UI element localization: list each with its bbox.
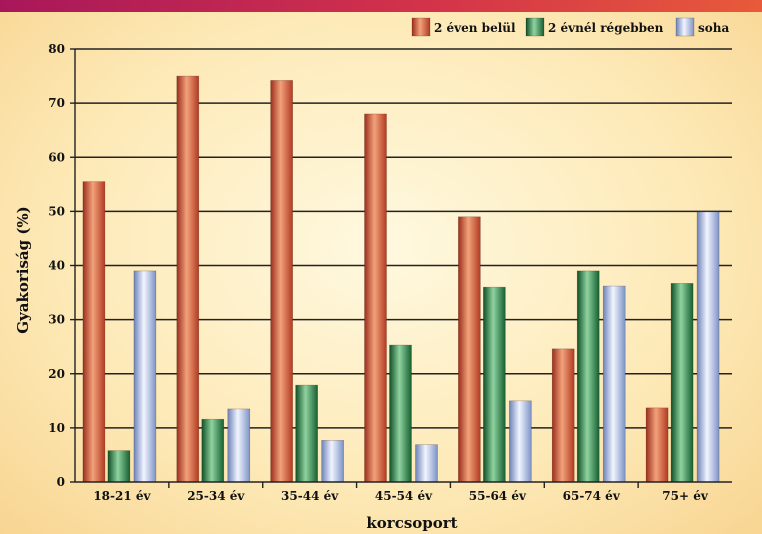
bar-soha-4 (509, 400, 532, 483)
bar-2-évnél-régebben-4 (483, 286, 506, 483)
x-tick-label: 65-74 év (563, 489, 621, 503)
bar-2-éven-belül-0 (82, 181, 106, 483)
x-tick-label: 25-34 év (187, 489, 245, 503)
bar-2-éven-belül-4 (458, 216, 481, 483)
bar-2-évnél-régebben-0 (107, 450, 131, 483)
y-tick-label: 80 (48, 42, 65, 56)
bar-soha-1 (227, 408, 251, 483)
y-axis-title: Gyakoriság (%) (14, 206, 32, 334)
chart-panel: 0 10 20 30 40 50 60 70 80 18-21 év 25-34 év 35-44 é… (0, 12, 762, 534)
x-tick-label: 55-64 év (469, 489, 527, 503)
legend-label: 2 évnél régebben (548, 21, 664, 35)
y-tick-label: 0 (57, 475, 65, 489)
y-tick-label: 70 (48, 96, 65, 110)
axes: 0 10 20 30 40 50 60 70 80 18-21 év 25-34 év 35-44 é… (48, 42, 732, 503)
y-tick-label: 60 (48, 150, 65, 164)
bar-2-éven-belül-5 (551, 348, 575, 483)
bar-2-évnél-régebben-2 (295, 384, 318, 483)
bar-2-éven-belül-1 (176, 75, 200, 483)
legend: 2 éven belül 2 évnél régebben soha (411, 17, 729, 37)
legend-swatch (675, 17, 695, 37)
bar-soha-3 (415, 444, 438, 483)
bar-soha-6 (696, 211, 720, 483)
bar-chart: 0 10 20 30 40 50 60 70 80 18-21 év 25-34 év 35-44 é… (14, 17, 732, 532)
legend-label: soha (698, 21, 729, 35)
bar-2-évnél-régebben-5 (576, 270, 600, 483)
x-tick-label: 45-54 év (375, 489, 433, 503)
bar-2-évnél-régebben-1 (201, 418, 225, 483)
bar-2-éven-belül-3 (364, 113, 387, 483)
bar-2-évnél-régebben-3 (389, 344, 412, 483)
x-tick-label: 35-44 év (281, 489, 339, 503)
bar-2-éven-belül-2 (270, 80, 293, 483)
x-tick-label: 75+ év (662, 489, 709, 503)
y-tick-label: 40 (48, 259, 65, 273)
bar-soha-0 (133, 270, 157, 483)
bar-2-éven-belül-6 (645, 407, 669, 483)
bar-2-évnél-régebben-6 (670, 283, 694, 483)
legend-swatch (411, 17, 431, 37)
legend-swatch (525, 17, 545, 37)
bar-soha-2 (321, 440, 344, 483)
bars (82, 75, 720, 483)
legend-label: 2 éven belül (434, 21, 516, 35)
y-tick-label: 50 (48, 204, 65, 218)
x-tick-label: 18-21 év (93, 489, 151, 503)
y-tick-label: 10 (48, 421, 65, 435)
y-tick-label: 20 (48, 367, 65, 381)
x-axis-title: korcsoport (366, 514, 457, 532)
bar-soha-5 (602, 285, 626, 483)
y-tick-label: 30 (48, 313, 65, 327)
